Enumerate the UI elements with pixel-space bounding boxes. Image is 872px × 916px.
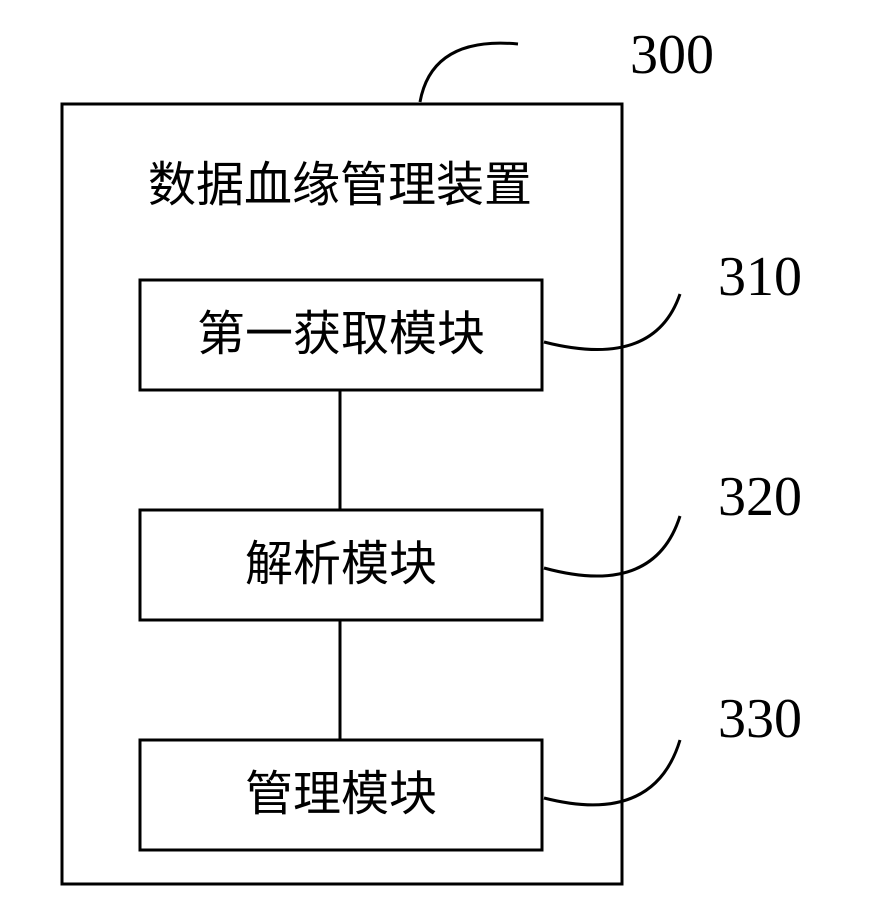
module-1-label: 310 [718, 246, 802, 308]
module-3-text: 管理模块 [245, 768, 437, 821]
module-2-text: 解析模块 [245, 538, 437, 591]
module-2-callout [544, 516, 680, 576]
container-callout [420, 43, 518, 102]
module-1-text: 第一获取模块 [197, 308, 485, 361]
callouts-group: 310 320 330 [544, 246, 802, 805]
container-title: 数据血缘管理装置 [148, 159, 532, 212]
module-2-label: 320 [718, 466, 802, 528]
module-3-callout [544, 740, 680, 805]
module-1-callout [544, 294, 680, 350]
module-3-label: 330 [718, 688, 802, 750]
diagram-canvas: 数据血缘管理装置 300 第一获取模块解析模块管理模块 310 320 330 [0, 0, 872, 916]
container-label: 300 [630, 24, 714, 86]
nodes-group: 第一获取模块解析模块管理模块 [140, 280, 542, 850]
